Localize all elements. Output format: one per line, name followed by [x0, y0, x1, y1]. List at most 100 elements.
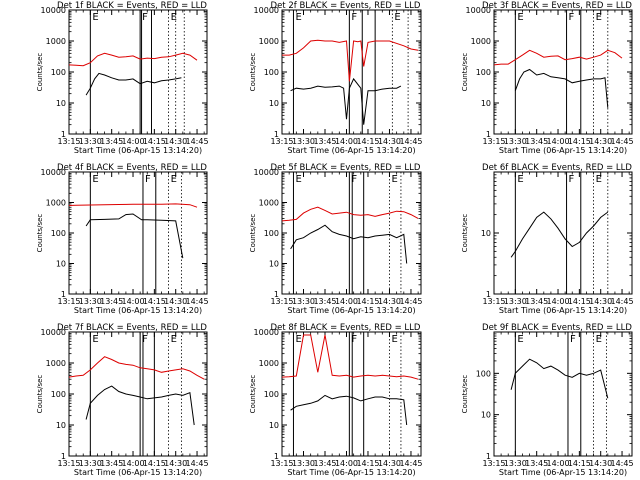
panel-title: Det 2f BLACK = Events, RED = LLD — [271, 1, 421, 11]
x-tick-label: 14:45 — [611, 297, 634, 306]
y-axis-label: Counts/sec — [36, 375, 44, 414]
y-tick-label: 100 — [51, 390, 66, 399]
x-tick-label: 14:30 — [589, 297, 612, 306]
plot-frame — [68, 9, 208, 135]
y-axis-label: Counts/sec — [36, 53, 44, 92]
x-tick-label: 14:30 — [378, 137, 401, 146]
panel-title: Det 8f BLACK = Events, RED = LLD — [271, 323, 421, 333]
panel-det-6f: Det 6f BLACK = Events, RED = LLD 1 10 13:15… — [461, 163, 634, 315]
y-axis-label: Counts/sec — [36, 214, 44, 253]
interval-mark-e: E — [171, 174, 177, 185]
interval-mark-f: F — [351, 174, 357, 185]
x-tick-label: 13:30 — [79, 297, 102, 306]
x-tick-label: 14:00 — [121, 297, 144, 306]
panel-title: Det 4f BLACK = Events, RED = LLD — [57, 163, 207, 173]
y-tick-label: 10000 — [254, 168, 279, 177]
series-events-line — [85, 72, 182, 96]
series-events-line — [290, 224, 408, 264]
interval-mark-e: E — [596, 174, 602, 185]
x-tick-label: 14:45 — [186, 459, 209, 468]
panel-det-4f: Det 4f BLACK = Events, RED = LLD 1 10 100 10… — [36, 163, 209, 315]
y-tick-label: 1 — [486, 290, 491, 299]
interval-mark-e: E — [517, 12, 523, 23]
x-tick-label: 13:30 — [504, 137, 527, 146]
x-tick-label: 13:30 — [79, 459, 102, 468]
x-axis-label: Start Time (06-Apr-15 13:14:20) — [499, 146, 627, 155]
interval-mark-e: E — [171, 12, 177, 23]
x-tick-label: 14:45 — [399, 137, 422, 146]
x-tick-label: 13:15 — [57, 297, 80, 306]
x-tick-label: 14:30 — [589, 459, 612, 468]
plot-frame — [281, 171, 422, 295]
y-tick-label: 10 — [481, 411, 491, 420]
y-axis-label: Counts/sec — [249, 375, 257, 414]
x-tick-label: 14:30 — [378, 297, 401, 306]
x-tick-label: 14:15 — [356, 137, 379, 146]
panel-title: Det 7f BLACK = Events, RED = LLD — [57, 323, 207, 333]
x-tick-label: 14:00 — [335, 297, 358, 306]
y-tick-label: 1000 — [259, 37, 279, 46]
x-tick-label: 14:00 — [335, 459, 358, 468]
plot-frame — [68, 171, 208, 295]
y-tick-label: 1000 — [46, 199, 66, 208]
series-events-line — [290, 394, 408, 426]
x-tick-label: 14:30 — [164, 297, 187, 306]
y-axis-label: Counts/sec — [461, 214, 469, 253]
y-tick-label: 100 — [51, 68, 66, 77]
x-tick-label: 14:45 — [611, 459, 634, 468]
panel-title: Det 1f BLACK = Events, RED = LLD — [57, 1, 207, 11]
y-tick-label: 10000 — [41, 6, 66, 15]
series-lld-line — [281, 206, 419, 222]
interval-mark-e: E — [92, 334, 98, 345]
x-tick-label: 13:45 — [313, 459, 336, 468]
x-axis-label: Start Time (06-Apr-15 13:14:20) — [287, 146, 415, 155]
x-tick-label: 14:15 — [356, 459, 379, 468]
interval-mark-e: E — [517, 334, 523, 345]
x-tick-label: 14:00 — [121, 137, 144, 146]
x-axis-label: Start Time (06-Apr-15 13:14:20) — [499, 306, 627, 315]
panel-det-9f: Det 9f BLACK = Events, RED = LLD 1 10 100 13… — [461, 323, 634, 477]
y-tick-label: 100 — [51, 229, 66, 238]
x-tick-label: 13:15 — [270, 297, 293, 306]
x-tick-label: 13:45 — [525, 297, 548, 306]
series-lld-line — [68, 52, 198, 67]
x-tick-label: 14:15 — [356, 297, 379, 306]
series-lld-line — [493, 49, 623, 66]
interval-mark-f: F — [142, 334, 148, 345]
x-tick-label: 13:30 — [292, 137, 315, 146]
y-tick-label: 1000 — [259, 199, 279, 208]
y-tick-label: 1 — [61, 452, 66, 461]
interval-mark-e: E — [391, 334, 397, 345]
x-tick-label: 13:45 — [525, 137, 548, 146]
y-tick-label: 1 — [274, 130, 279, 139]
interval-mark-e: E — [517, 174, 523, 185]
x-tick-label: 14:15 — [143, 137, 166, 146]
interval-mark-f: F — [351, 334, 357, 345]
interval-mark-e: E — [295, 334, 301, 345]
series-events-line — [85, 213, 184, 259]
x-tick-label: 14:30 — [378, 459, 401, 468]
x-tick-label: 13:45 — [525, 459, 548, 468]
panel-title: Det 3f BLACK = Events, RED = LLD — [482, 1, 632, 11]
y-tick-label: 1000 — [259, 359, 279, 368]
interval-mark-e: E — [295, 12, 301, 23]
interval-mark-f: F — [570, 334, 576, 345]
y-tick-label: 10 — [56, 260, 66, 269]
y-tick-label: 1 — [61, 290, 66, 299]
x-tick-label: 13:30 — [292, 297, 315, 306]
x-tick-label: 13:30 — [292, 459, 315, 468]
interval-mark-f: F — [569, 174, 575, 185]
y-tick-label: 10000 — [41, 328, 66, 337]
x-tick-label: 14:00 — [335, 137, 358, 146]
x-tick-label: 14:00 — [121, 459, 144, 468]
plot-frame — [493, 171, 633, 295]
x-tick-label: 13:15 — [482, 297, 505, 306]
x-tick-label: 14:45 — [399, 459, 422, 468]
x-tick-label: 13:15 — [270, 137, 293, 146]
interval-mark-e: E — [92, 174, 98, 185]
x-tick-label: 14:00 — [546, 297, 569, 306]
interval-mark-f: F — [142, 12, 148, 23]
panel-title: Det 9f BLACK = Events, RED = LLD — [482, 323, 632, 333]
y-tick-label: 100 — [476, 68, 491, 77]
panel-det-3f: Det 3f BLACK = Events, RED = LLD 1 10 100 10… — [461, 1, 634, 155]
